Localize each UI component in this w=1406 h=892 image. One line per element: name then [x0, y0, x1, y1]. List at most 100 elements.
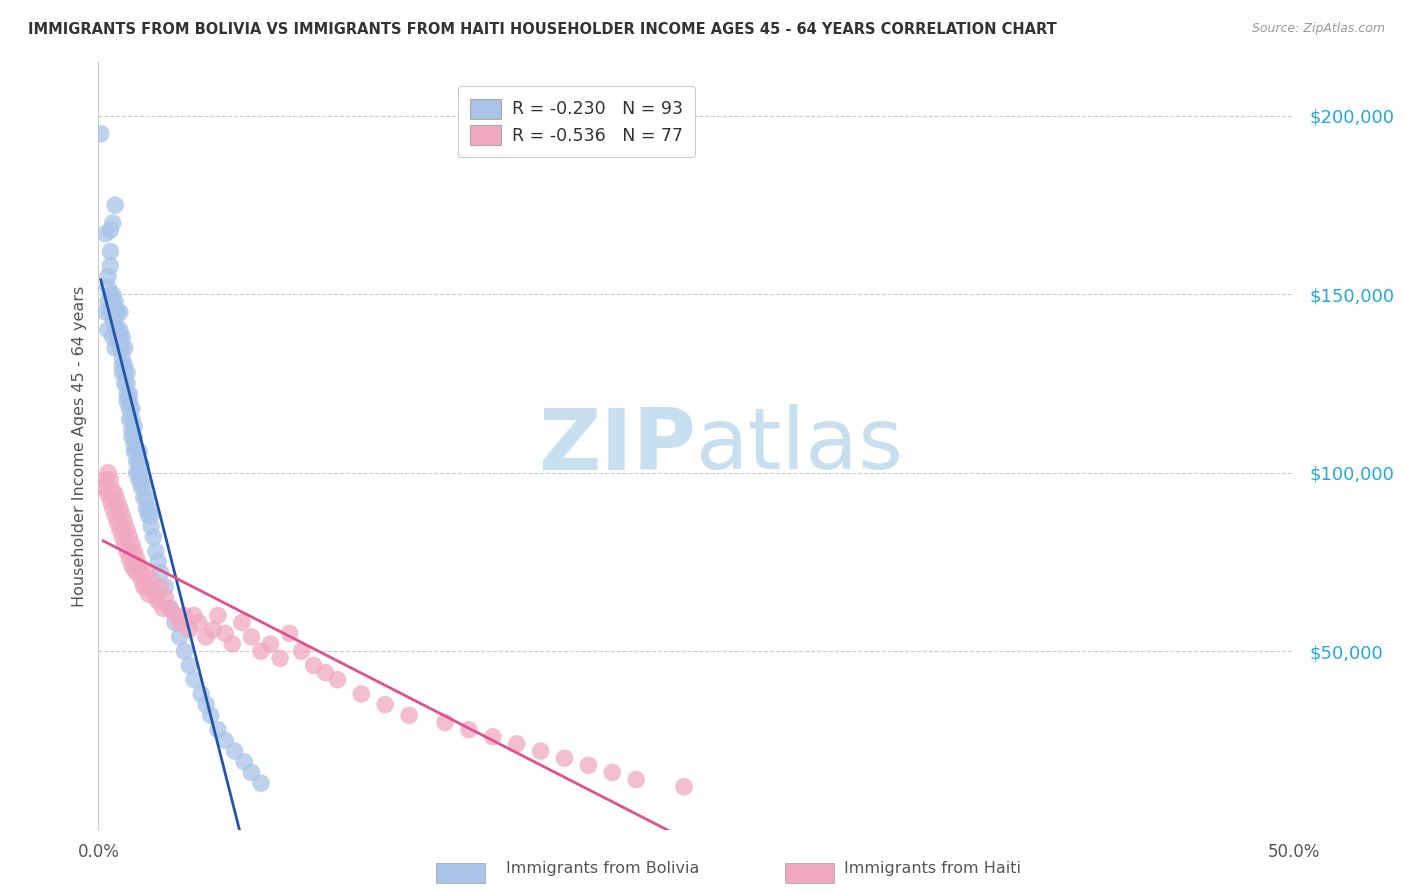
Point: [115, 544, 138, 558]
Point: [121, 401, 143, 416]
Point: [135, 491, 157, 505]
Point: [291, 644, 314, 658]
Point: [107, 323, 129, 337]
Point: [202, 623, 225, 637]
Point: [107, 305, 129, 319]
Point: [673, 780, 696, 794]
Point: [97, 269, 120, 284]
Point: [224, 744, 246, 758]
Point: [111, 359, 134, 373]
Point: [128, 455, 150, 469]
Point: [111, 330, 134, 344]
Point: [240, 630, 263, 644]
Point: [98, 244, 122, 259]
Point: [315, 665, 337, 680]
Text: Immigrants from Bolivia: Immigrants from Bolivia: [506, 861, 700, 876]
Point: [124, 437, 146, 451]
Point: [124, 430, 146, 444]
Point: [132, 480, 155, 494]
Point: [125, 551, 148, 566]
Point: [148, 555, 170, 569]
Point: [398, 708, 420, 723]
Point: [98, 494, 122, 508]
Point: [118, 401, 141, 416]
Point: [626, 772, 648, 787]
Point: [139, 573, 162, 587]
Point: [128, 466, 150, 480]
Point: [269, 651, 291, 665]
Point: [173, 644, 195, 658]
Point: [128, 558, 150, 573]
Point: [159, 601, 181, 615]
Point: [118, 530, 141, 544]
Point: [259, 637, 281, 651]
Point: [142, 580, 165, 594]
Point: [148, 594, 170, 608]
Point: [124, 544, 146, 558]
Point: [90, 127, 112, 141]
Point: [207, 608, 229, 623]
Point: [231, 615, 253, 630]
Point: [114, 366, 136, 380]
Point: [149, 566, 172, 580]
Point: [195, 630, 218, 644]
Point: [111, 366, 134, 380]
Point: [115, 376, 138, 391]
Point: [183, 673, 205, 687]
Point: [114, 341, 136, 355]
Point: [138, 508, 160, 523]
Point: [104, 508, 127, 523]
Point: [118, 387, 141, 401]
Point: [207, 723, 229, 737]
Text: atlas: atlas: [696, 404, 904, 488]
Point: [142, 530, 165, 544]
Point: [132, 491, 155, 505]
Point: [124, 562, 146, 576]
Point: [149, 580, 172, 594]
Point: [125, 566, 148, 580]
Point: [131, 573, 153, 587]
Y-axis label: Householder Income Ages 45 - 64 years: Householder Income Ages 45 - 64 years: [72, 285, 87, 607]
Point: [94, 473, 117, 487]
Point: [121, 537, 143, 551]
Point: [278, 626, 301, 640]
Point: [97, 466, 120, 480]
Point: [108, 323, 131, 337]
Point: [481, 730, 505, 744]
Point: [152, 601, 174, 615]
Point: [124, 444, 146, 458]
Point: [101, 501, 124, 516]
Point: [132, 580, 155, 594]
Point: [214, 626, 236, 640]
Point: [108, 305, 131, 319]
Point: [97, 323, 120, 337]
Point: [200, 708, 222, 723]
Point: [138, 587, 160, 601]
Point: [135, 566, 157, 580]
Point: [97, 280, 120, 294]
Point: [221, 637, 243, 651]
Point: [108, 330, 131, 344]
Point: [91, 480, 114, 494]
Point: [145, 544, 167, 558]
Text: Source: ZipAtlas.com: Source: ZipAtlas.com: [1251, 22, 1385, 36]
Point: [111, 508, 134, 523]
Point: [145, 591, 167, 605]
Point: [94, 305, 117, 319]
Point: [104, 487, 127, 501]
Point: [104, 294, 127, 309]
Point: [97, 487, 120, 501]
Point: [578, 758, 600, 772]
Point: [131, 473, 153, 487]
Point: [107, 494, 129, 508]
Point: [114, 376, 136, 391]
Point: [98, 305, 122, 319]
Point: [169, 630, 191, 644]
Point: [195, 698, 218, 712]
Point: [111, 530, 134, 544]
Point: [139, 519, 162, 533]
Point: [163, 615, 186, 630]
Point: [155, 580, 177, 594]
Point: [506, 737, 529, 751]
Point: [118, 394, 141, 409]
